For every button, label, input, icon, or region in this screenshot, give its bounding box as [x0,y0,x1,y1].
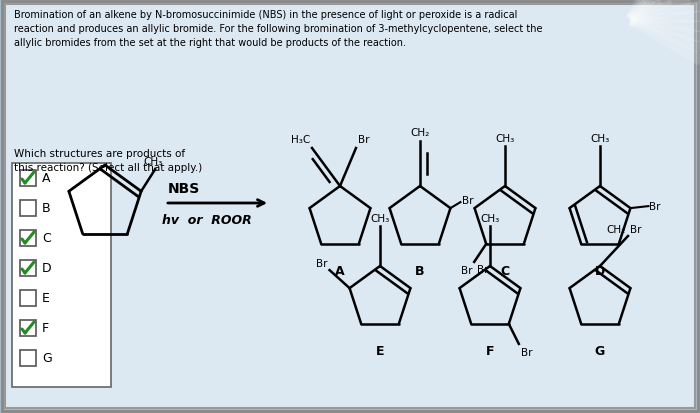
Text: D: D [42,262,52,275]
Text: G: G [42,351,52,365]
Bar [20,201,36,216]
Bar [20,350,36,366]
FancyBboxPatch shape [12,164,111,387]
Bar [20,290,36,306]
Text: Br: Br [650,202,661,211]
Text: B: B [415,264,425,277]
Text: CH₃: CH₃ [590,134,610,144]
Text: E: E [376,344,384,357]
Text: hv  or  ROOR: hv or ROOR [162,214,252,227]
Bar [20,320,36,336]
Text: Br: Br [316,259,328,268]
Text: F: F [486,344,494,357]
Text: Bromination of an alkene by N-bromosuccinimide (NBS) in the presence of light or: Bromination of an alkene by N-bromosucci… [14,10,542,48]
Text: A: A [42,172,50,185]
Text: CH₂: CH₂ [607,224,626,235]
Text: CH₃: CH₃ [496,134,514,144]
Text: CH₃: CH₃ [144,157,163,167]
Text: Br: Br [477,264,489,274]
Text: Which structures are products of
this reaction? (Select all that apply.): Which structures are products of this re… [14,149,202,173]
Text: CH₃: CH₃ [480,214,500,223]
Text: H₃C: H₃C [290,135,310,145]
Text: G: G [595,344,605,357]
Text: Br: Br [630,224,641,235]
Text: C: C [42,232,51,245]
Text: F: F [42,322,49,335]
Bar [20,260,36,276]
Text: CH₂: CH₂ [410,128,430,138]
Text: CH₃: CH₃ [370,214,390,223]
Text: NBS: NBS [168,182,200,195]
Text: D: D [595,264,605,277]
Text: Br: Br [358,135,370,145]
Text: Br: Br [521,347,532,357]
Text: B: B [42,202,50,215]
Text: A: A [335,264,345,277]
Text: E: E [42,292,50,305]
Bar [20,171,36,187]
Text: Br: Br [463,196,474,206]
Text: C: C [500,264,510,277]
Text: Br: Br [461,265,473,275]
Bar [20,230,36,247]
